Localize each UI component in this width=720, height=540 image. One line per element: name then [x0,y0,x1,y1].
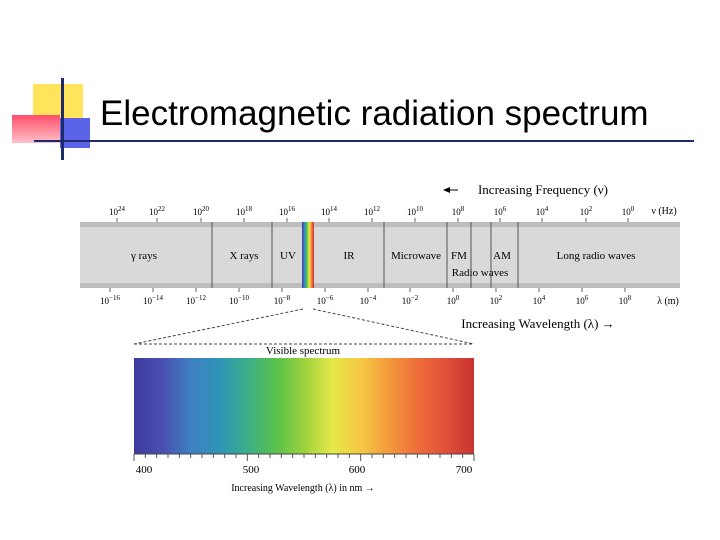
wavelength-tick-label: 10−16 [100,294,120,306]
frequency-header: Increasing Frequency (ν) [478,182,608,197]
frequency-tick-label: 100 [622,205,635,217]
deco-blue-square [60,118,90,148]
wavelength-tick-label: 10−14 [143,294,163,306]
frequency-tick-label: 1022 [149,205,166,217]
wavelength-tick-label: 108 [619,294,632,306]
band-label-microwave: Microwave [391,250,441,262]
frequency-arrowhead [443,187,450,193]
wavelength-tick-label: 10−4 [360,294,377,306]
visible-tick-label: 600 [349,464,366,476]
frequency-tick-label: 102 [580,205,593,217]
band-label-gamma: γ rays [130,250,157,262]
frequency-tick-label: 1012 [364,205,381,217]
wavelength-tick-label: 10−6 [317,294,334,306]
wavelength-tick-label: 10−8 [274,294,291,306]
band-label-xray: X rays [229,250,258,262]
frequency-tick-label: 1010 [407,205,424,217]
band-label-long-radio: Long radio waves [557,250,636,262]
band-top-edge [80,222,680,227]
frequency-tick-label: 106 [494,205,507,217]
band-bottom-edge [80,283,680,288]
frequency-tick-label: 1016 [279,205,296,217]
visible-tick-label: 700 [456,464,473,476]
wavelength-tick-label: 10−12 [186,294,206,306]
frequency-tick-label: 1018 [236,205,253,217]
wavelength-tick-label: 102 [490,294,503,306]
wavelength-tick-label: 10−2 [402,294,419,306]
frequency-tick-label: 1020 [193,205,210,217]
deco-vertical-line [61,78,64,160]
visible-slice [302,222,314,288]
visible-tick-label: 400 [136,464,153,476]
wavelength-tick-label: 106 [576,294,589,306]
wavelength-tick-label: 10−10 [229,294,249,306]
band-label-fm: FM [451,250,467,262]
deco-red-bar [12,115,60,143]
zoom-line-left [133,308,304,345]
slide-title: Electromagnetic radiation spectrum [100,94,649,133]
visible-spectrum-title: Visible spectrum [266,345,341,357]
wavelength-tick-label: 100 [447,294,460,306]
band-label-ir: IR [344,250,356,262]
band-label-am: AM [493,250,511,262]
frequency-tick-label: 1024 [109,205,126,217]
frequency-tick-label: 1014 [321,205,338,217]
band-label-radio-waves: Radio waves [452,267,509,279]
wavelength-tick-label: 104 [533,294,546,306]
band-label-uv: UV [280,250,296,262]
visible-axis-label: Increasing Wavelength (λ) in nm → [231,483,375,494]
visible-spectrum-gradient [134,358,474,454]
wavelength-unit: λ (m) [657,296,679,307]
frequency-tick-label: 108 [452,205,465,217]
zoom-line-right [312,308,475,345]
frequency-tick-label: 104 [536,205,549,217]
frequency-unit: ν (Hz) [651,206,676,217]
spectrum-band [80,222,680,288]
title-decoration [0,0,694,170]
deco-horizontal-line [34,140,694,142]
visible-tick-label: 500 [243,464,260,476]
wavelength-header: Increasing Wavelength (λ) → [461,316,614,331]
